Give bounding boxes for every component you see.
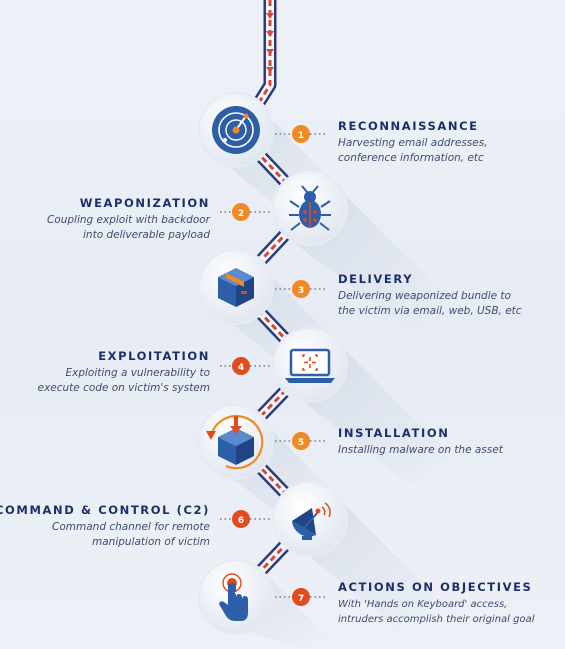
step-command-and-control: COMMAND & CONTROL (C2) Command channel f… <box>0 503 210 550</box>
step-circle-4 <box>272 327 348 403</box>
badge-number: 4 <box>238 363 244 373</box>
hand-click-icon <box>219 573 248 621</box>
step-description: With 'Hands on Keyboard' access, intrude… <box>338 599 535 625</box>
badge-number: 1 <box>298 131 304 141</box>
step-description: Harvesting email addresses, conference i… <box>338 137 488 164</box>
bug-icon <box>289 185 331 231</box>
step-circle-5 <box>198 404 274 480</box>
step-description: Command channel for remote manipulation … <box>52 521 210 548</box>
step-title: EXPLOITATION <box>98 349 210 363</box>
step-title: WEAPONIZATION <box>79 196 210 210</box>
step-actions-on-objectives: ACTIONS ON OBJECTIVES With 'Hands on Key… <box>338 580 565 627</box>
badge-1: 1 <box>292 125 310 143</box>
step-description: Coupling exploit with backdoor into deli… <box>46 214 210 241</box>
step-weaponization: WEAPONIZATION Coupling exploit with back… <box>0 196 210 243</box>
badge-4: 4 <box>232 357 250 375</box>
step-title: RECONNAISSANCE <box>338 119 479 133</box>
step-circle-2 <box>272 170 348 246</box>
step-title: COMMAND & CONTROL (C2) <box>0 503 210 517</box>
dotted-connectors <box>220 133 328 598</box>
badge-number: 5 <box>298 438 304 448</box>
badge-6: 6 <box>232 510 250 528</box>
install-box-icon <box>206 415 264 470</box>
step-description: Installing malware on the asset <box>338 444 503 456</box>
step-delivery: DELIVERY Delivering weaponized bundle to… <box>338 272 565 319</box>
flow-arrows <box>266 13 274 73</box>
badge-2: 2 <box>232 203 250 221</box>
step-exploitation: EXPLOITATION Exploiting a vulnerability … <box>0 349 210 396</box>
step-circle-1 <box>198 92 274 168</box>
satellite-dish-icon <box>292 502 331 540</box>
badge-number: 2 <box>238 209 244 219</box>
badge-number: 3 <box>298 286 304 296</box>
step-description: Exploiting a vulnerability to execute co… <box>37 367 210 394</box>
badge-3: 3 <box>292 280 310 298</box>
step-circle-3 <box>198 249 274 325</box>
laptop-target-icon <box>285 348 335 383</box>
step-reconnaissance: RECONNAISSANCE Harvesting email addresse… <box>338 119 565 166</box>
badge-number: 6 <box>238 516 244 526</box>
step-title: INSTALLATION <box>338 426 450 440</box>
radar-icon <box>212 106 260 154</box>
step-circle-6 <box>272 481 348 557</box>
step-installation: INSTALLATION Installing malware on the a… <box>338 426 565 458</box>
step-title: DELIVERY <box>338 272 414 286</box>
step-title: ACTIONS ON OBJECTIVES <box>338 580 533 594</box>
step-description: Delivering weaponized bundle to the vict… <box>338 290 522 317</box>
badge-7: 7 <box>292 588 310 606</box>
badge-5: 5 <box>292 432 310 450</box>
package-icon <box>218 268 254 307</box>
step-circle-7 <box>198 559 274 635</box>
badge-number: 7 <box>298 594 304 604</box>
